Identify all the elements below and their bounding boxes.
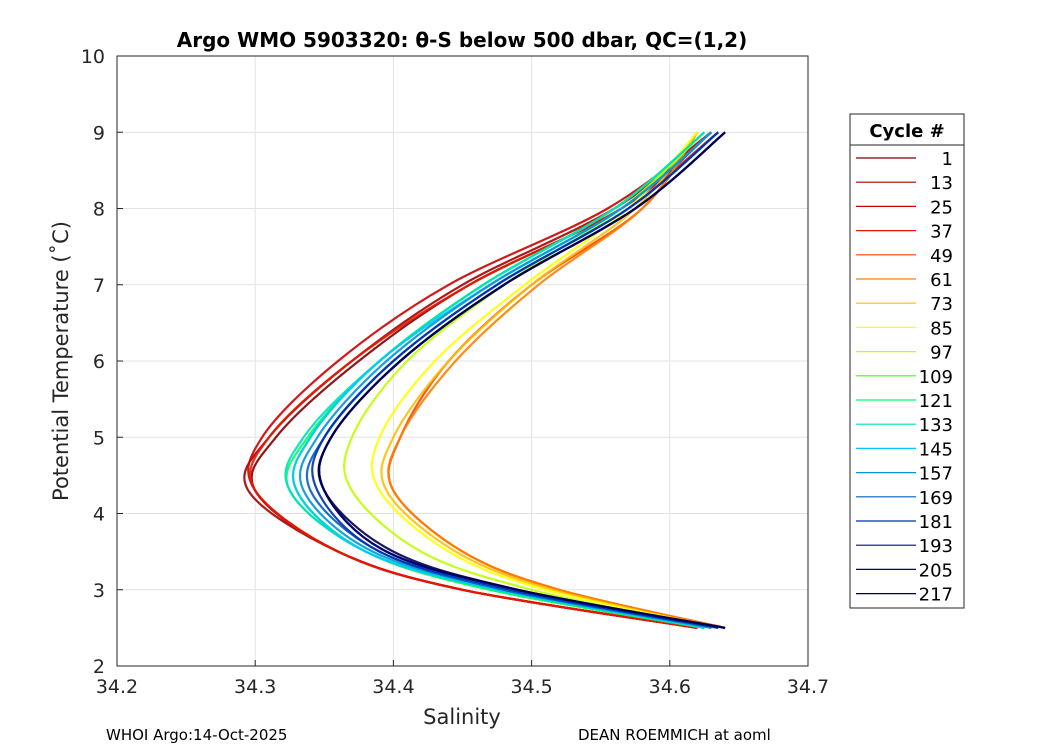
y-ticks: 2 3 4 5 6 7 8 9 10 [81,46,123,678]
y-tick-label: 10 [81,46,105,68]
legend-label-cycle-25: 25 [930,197,953,218]
legend-label-cycle-37: 37 [930,222,953,243]
x-tick-label: 34.4 [372,676,414,698]
x-tick-label: 34.3 [234,676,276,698]
legend-label-cycle-61: 61 [930,270,953,291]
legend-label-cycle-73: 73 [930,294,953,315]
legend-label-cycle-217: 217 [919,585,953,606]
chart-title: Argo WMO 5903320: θ-S below 500 dbar, QC… [177,28,747,52]
series-line-cycle-217 [317,131,726,629]
legend-label-cycle-157: 157 [919,464,953,485]
legend-label-cycle-181: 181 [919,512,953,533]
y-tick-label: 2 [93,656,105,678]
y-tick-label: 3 [93,580,105,602]
x-tick-label: 34.7 [787,676,829,698]
legend-label-cycle-133: 133 [919,415,953,436]
legend-label-cycle-49: 49 [930,246,953,267]
x-tick-label: 34.2 [96,676,138,698]
legend-title: Cycle # [869,121,944,142]
y-tick-label: 6 [93,351,105,373]
series-line-cycle-61 [387,131,726,629]
legend-label-cycle-145: 145 [919,439,953,460]
series-line-cycle-37 [248,131,719,629]
legend-box [849,113,965,609]
footer-credit: WHOI Argo:14-Oct-2025 [106,726,288,744]
y-tick-label: 5 [93,427,105,449]
x-axis-label: Salinity [423,705,501,729]
series-group [243,131,726,629]
legend-label-cycle-109: 109 [919,367,953,388]
series-line-cycle-181 [311,131,719,629]
y-tick-label: 7 [93,275,105,297]
legend-label-cycle-1: 1 [942,149,953,170]
x-ticks: 34.2 34.3 34.4 34.5 34.6 34.7 [96,660,829,698]
legend-label-cycle-85: 85 [930,318,953,339]
legend-label-cycle-169: 169 [919,488,953,509]
y-tick-label: 4 [93,504,105,526]
y-tick-label: 9 [93,122,105,144]
x-tick-label: 34.5 [510,676,552,698]
legend-label-cycle-193: 193 [919,536,953,557]
series-line-cycle-73 [380,131,719,629]
legend-label-cycle-13: 13 [930,173,953,194]
legend-label-cycle-205: 205 [919,560,953,581]
y-tick-label: 8 [93,199,105,221]
y-axis-label: Potential Temperature (˚C) [49,221,73,501]
x-tick-label: 34.6 [649,676,691,698]
footer-author: DEAN ROEMMICH at aoml [578,726,771,744]
legend-items: 1 13 25 37 49 61 73 85 97 109 121 133 145 157 169 181 19… [856,149,953,606]
series-line-cycle-97 [343,131,712,629]
legend-label-cycle-121: 121 [919,391,953,412]
legend: Cycle # 1 13 25 37 49 61 73 85 97 109 121 133 145 157… [849,113,965,609]
legend-label-cycle-97: 97 [930,343,953,364]
